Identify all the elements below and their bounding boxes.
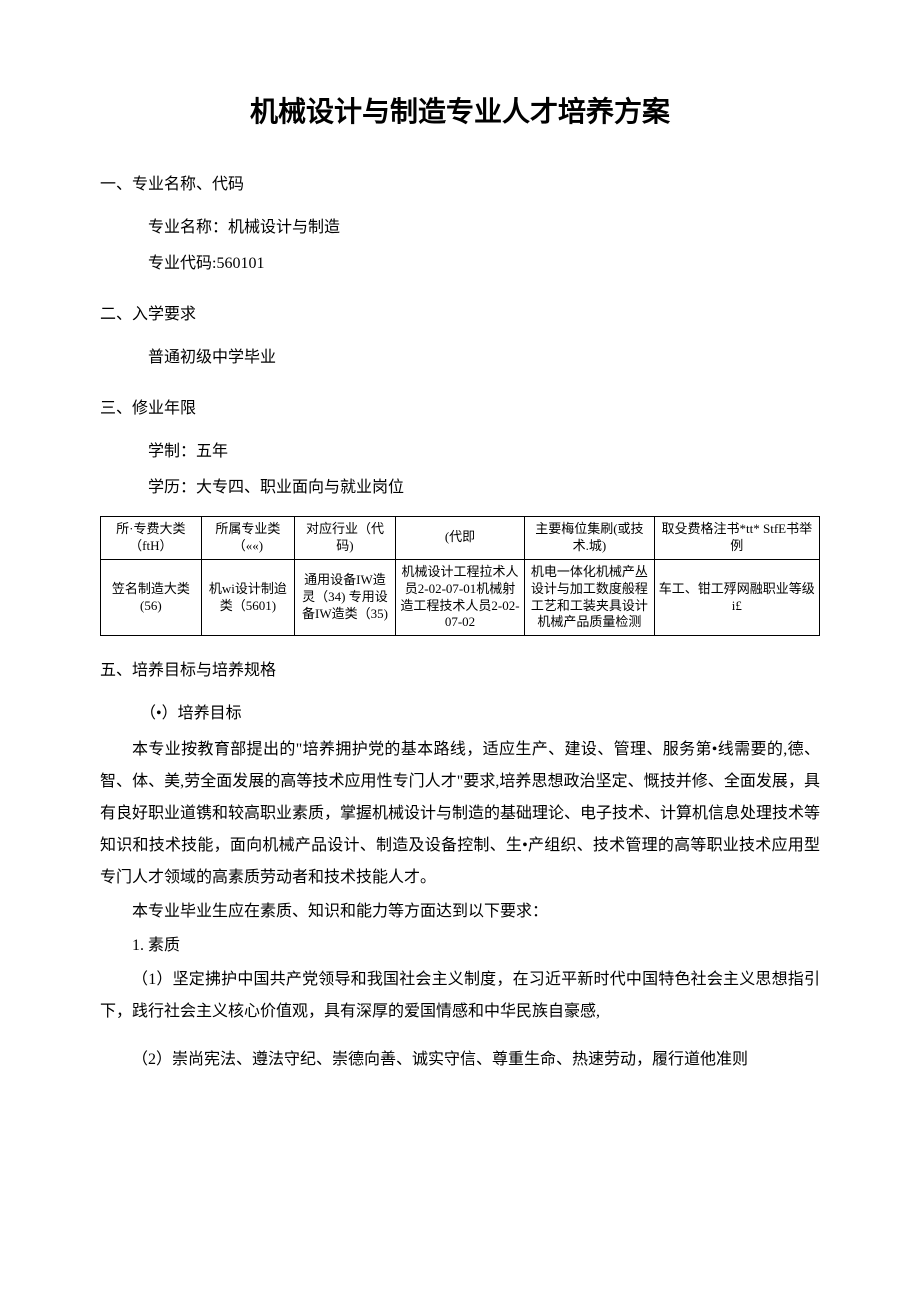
study-duration: 学制：五年 xyxy=(100,436,820,468)
document-title: 机械设计与制造专业人才培养方案 xyxy=(100,90,820,130)
major-code: 专业代码:560101 xyxy=(100,248,820,280)
table-header-cell: 主要梅位集刷(或技术.城) xyxy=(525,517,654,560)
section-1-heading: 一、专业名称、代码 xyxy=(100,170,820,194)
section-3-heading: 三、修业年限 xyxy=(100,394,820,418)
table-row: 笠名制造大类 (56) 机wi设计制迨类（5601) 通用设备IW造灵（34) … xyxy=(101,559,820,636)
occupation-table: 所·专费大类（ftH） 所属专业类（««) 对应行业（代码) (代即 主要梅位集… xyxy=(100,516,820,636)
table-header-row: 所·专费大类（ftH） 所属专业类（««) 对应行业（代码) (代即 主要梅位集… xyxy=(101,517,820,560)
list-item-2: （2）崇尚宪法、遵法守纪、崇德向善、诚实守信、尊重生命、热速劳动，履行道他准则 xyxy=(100,1044,820,1076)
table-cell: 机械设计工程拉术人员2-02-07-01机械射造工程技术人员2-02-07-02 xyxy=(395,559,524,636)
table-header-cell: 取殳费格注书*tt* StfE书举例 xyxy=(654,517,819,560)
table-header-cell: 所属专业类（««) xyxy=(201,517,294,560)
table-cell: 机电一体化机械产丛设计与加工数度般程 工艺和工装夹具设计机械产品质量检测 xyxy=(525,559,654,636)
section-5-heading: 五、培养目标与培养规格 xyxy=(100,656,820,680)
subsection-goal: （•）培养目标 xyxy=(100,698,820,730)
list-item-1: （1）坚定拂护中国共产党领导和我国社会主义制度，在习近平新时代中国特色社会主义思… xyxy=(100,964,820,1028)
table-header-cell: (代即 xyxy=(395,517,524,560)
degree-info: 学历：大专四、职业面向与就业岗位 xyxy=(100,472,820,504)
section-2-heading: 二、入学要求 xyxy=(100,300,820,324)
major-name: 专业名称：机械设计与制造 xyxy=(100,212,820,244)
table-cell: 车工、钳工殍网融职业等级i£ xyxy=(654,559,819,636)
admission-requirement: 普通初级中学毕业 xyxy=(100,342,820,374)
table-header-cell: 对应行业（代码) xyxy=(295,517,396,560)
table-cell: 笠名制造大类 (56) xyxy=(101,559,202,636)
paragraph-requirements: 本专业毕业生应在素质、知识和能力等方面达到以下要求： xyxy=(100,896,820,928)
list-quality-heading: 1. 素质 xyxy=(100,930,820,962)
table-cell: 机wi设计制迨类（5601) xyxy=(201,559,294,636)
table-cell: 通用设备IW造灵（34) 专用设备IW造类（35) xyxy=(295,559,396,636)
table-header-cell: 所·专费大类（ftH） xyxy=(101,517,202,560)
paragraph-goal: 本专业按教育部提出的"培养拥护党的基本路线，适应生产、建设、管理、服务第•线需要… xyxy=(100,734,820,894)
